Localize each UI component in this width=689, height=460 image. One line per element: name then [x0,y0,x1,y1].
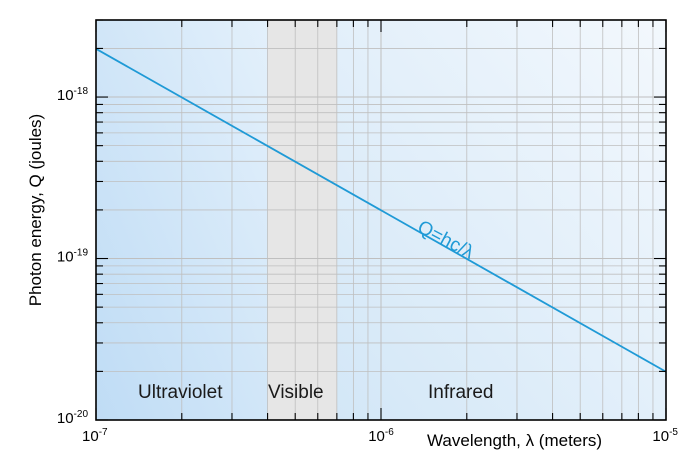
x-tick-label: 10-5 [652,427,678,445]
series-layer [95,48,667,373]
tick-marks [95,19,667,421]
y-tick-label: 10-19 [57,248,89,266]
tick-labels: 10-7 10-6 10-5 10-20 10-19 10-18 [57,86,679,445]
region-label-visible: Visible [268,382,324,403]
region-label-infrared: Infrared [428,382,493,403]
series-line [95,48,667,373]
y-tick-label: 10-18 [57,86,89,104]
region-visible [267,20,337,420]
grid [96,20,666,420]
x-tick-label: 10-7 [82,427,108,445]
y-tick-label: 10-20 [57,409,89,427]
x-axis-title: Wavelength, λ (meters) [427,431,602,450]
region-infrared [336,20,666,420]
region-label-ultraviolet: Ultraviolet [138,382,223,403]
y-axis-title: Photon energy, Q (joules) [26,114,45,306]
x-tick-label: 10-6 [368,427,394,445]
